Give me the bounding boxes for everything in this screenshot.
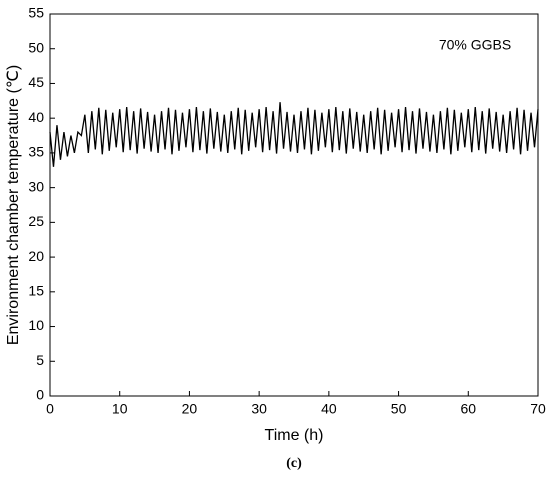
y-tick-label: 0 <box>36 387 44 403</box>
x-tick-label: 30 <box>251 401 267 417</box>
y-tick-label: 35 <box>28 144 44 160</box>
y-tick-label: 40 <box>28 109 44 125</box>
y-tick-label: 25 <box>28 213 44 229</box>
y-tick-label: 20 <box>28 248 44 264</box>
x-tick-label: 0 <box>46 401 54 417</box>
x-tick-label: 70 <box>530 401 546 417</box>
caption: (c) <box>286 456 302 471</box>
line-series <box>49 102 539 167</box>
x-tick-label: 10 <box>112 401 128 417</box>
y-tick-label: 5 <box>36 352 44 368</box>
y-tick-label: 50 <box>28 39 44 55</box>
plot-frame <box>49 13 539 397</box>
y-tick-label: 10 <box>28 317 44 333</box>
y-axis-title: Environment chamber temperature (℃) <box>5 65 22 345</box>
x-tick-label: 20 <box>182 401 198 417</box>
y-tick-label: 55 <box>28 5 44 21</box>
y-tick-label: 15 <box>28 283 44 299</box>
x-tick-label: 40 <box>321 401 337 417</box>
y-tick-label: 30 <box>28 178 44 194</box>
x-tick-label: 50 <box>391 401 407 417</box>
annotation: 70% GGBS <box>439 37 511 53</box>
y-tick-label: 45 <box>28 74 44 90</box>
x-tick-label: 60 <box>460 401 476 417</box>
x-axis-title: Time (h) <box>265 427 324 444</box>
